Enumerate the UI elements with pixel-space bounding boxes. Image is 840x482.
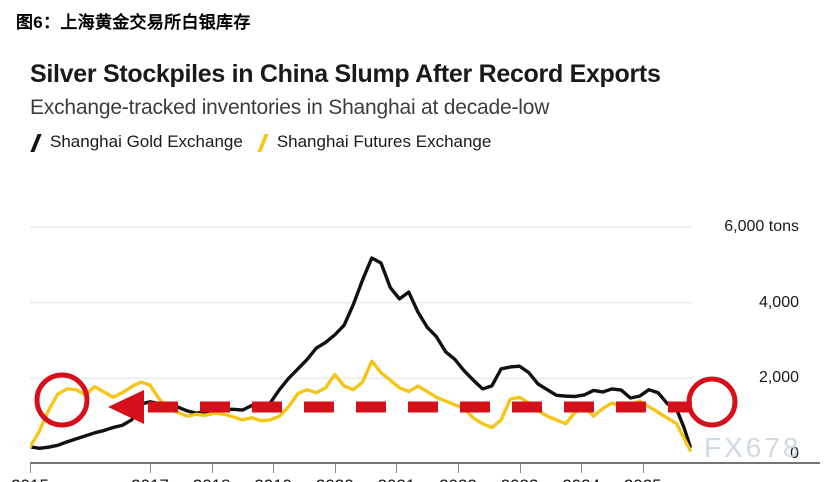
x-axis-tick-label: 2019 [254,476,292,482]
chart-legend: Shanghai Gold Exchange Shanghai Futures … [30,132,491,152]
x-axis-tick [30,464,31,473]
plot-svg [30,226,692,452]
x-axis-tick-label: 2021 [377,476,415,482]
x-axis-tick-label: 2024 [562,476,600,482]
legend-item-sge[interactable]: Shanghai Gold Exchange [30,132,243,152]
x-axis-tick-label: 2025 [624,476,662,482]
y-axis-tick-label: 2,000 [758,369,799,387]
y-axis-labels: 6,000 tons 4,000 2,000 0 [692,162,837,462]
series-line-sfe [30,359,692,452]
x-axis-tick [457,464,459,473]
x-axis-tick [642,464,644,473]
chart-subtitle: Exchange-tracked inventories in Shanghai… [30,96,550,119]
x-axis-tick [396,464,398,473]
x-axis-labels: 2015 2017 2018 2019 2020 2021 2022 2023 2024 2025 [0,476,840,482]
y-axis-tick-label: 0 [790,445,799,462]
y-axis-tick-label: 6,000 tons [724,218,799,235]
slash-icon [257,134,270,151]
series-line-sge [30,256,692,451]
legend-label-sfe: Shanghai Futures Exchange [276,132,492,151]
plot-area [30,162,692,452]
x-axis-tick [150,464,152,473]
slash-icon [30,134,43,151]
figure-caption: 图6：上海黄金交易所白银库存 [16,13,251,32]
x-axis-tick-label: 2022 [439,476,477,482]
x-axis-tick-label: 2018 [193,476,231,482]
x-axis-ticks [0,464,840,474]
x-axis-tick-label: 2017 [131,476,169,482]
x-axis-tick [581,464,583,473]
x-axis-tick [519,464,521,473]
legend-label-sge: Shanghai Gold Exchange [50,132,243,151]
chart-title: Silver Stockpiles in China Slump After R… [30,60,661,88]
x-axis-tick-label: 2015 [11,476,49,482]
x-axis-line [30,462,820,464]
watermark: FX678 [704,432,802,463]
x-axis-tick-label: 2023 [501,476,539,482]
x-axis-tick [211,464,213,473]
chart-card: Silver Stockpiles in China Slump After R… [0,42,840,482]
x-axis-tick [273,464,275,473]
x-axis-tick-label: 2020 [316,476,354,482]
legend-item-sfe[interactable]: Shanghai Futures Exchange [257,132,492,152]
y-axis-tick-label: 4,000 [758,293,799,311]
x-axis-tick [334,464,336,473]
